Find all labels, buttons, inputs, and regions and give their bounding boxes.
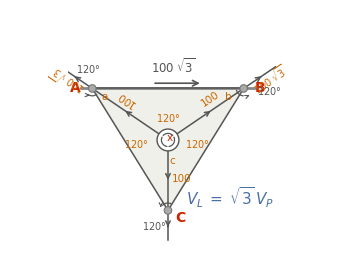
Text: c: c bbox=[170, 156, 175, 166]
Text: $120°$: $120°$ bbox=[124, 138, 149, 150]
Text: A: A bbox=[70, 81, 81, 96]
Text: $100\;\sqrt{3}$: $100\;\sqrt{3}$ bbox=[151, 58, 196, 76]
Text: $120°$: $120°$ bbox=[156, 112, 180, 124]
Text: C: C bbox=[175, 211, 186, 225]
Text: a: a bbox=[102, 92, 108, 102]
Text: $100\;\sqrt{3}$: $100\;\sqrt{3}$ bbox=[48, 62, 88, 97]
Text: $120°$: $120°$ bbox=[76, 63, 100, 75]
Text: $100\;\sqrt{3}$: $100\;\sqrt{3}$ bbox=[250, 62, 290, 97]
Text: 100: 100 bbox=[115, 90, 137, 109]
Text: 100: 100 bbox=[199, 90, 221, 109]
Text: $120°$: $120°$ bbox=[185, 138, 210, 150]
Polygon shape bbox=[92, 88, 244, 210]
Text: x: x bbox=[167, 133, 173, 143]
Text: b: b bbox=[225, 92, 232, 102]
Text: $120°$: $120°$ bbox=[142, 221, 167, 233]
Circle shape bbox=[157, 129, 179, 151]
Text: 100: 100 bbox=[172, 174, 191, 184]
Text: B: B bbox=[255, 81, 266, 96]
Circle shape bbox=[164, 207, 172, 214]
Text: $V_L\;=\;\sqrt{3}\,V_P$: $V_L\;=\;\sqrt{3}\,V_P$ bbox=[186, 185, 274, 210]
Circle shape bbox=[89, 85, 96, 92]
Text: $120°$: $120°$ bbox=[257, 85, 282, 97]
Circle shape bbox=[240, 85, 247, 92]
